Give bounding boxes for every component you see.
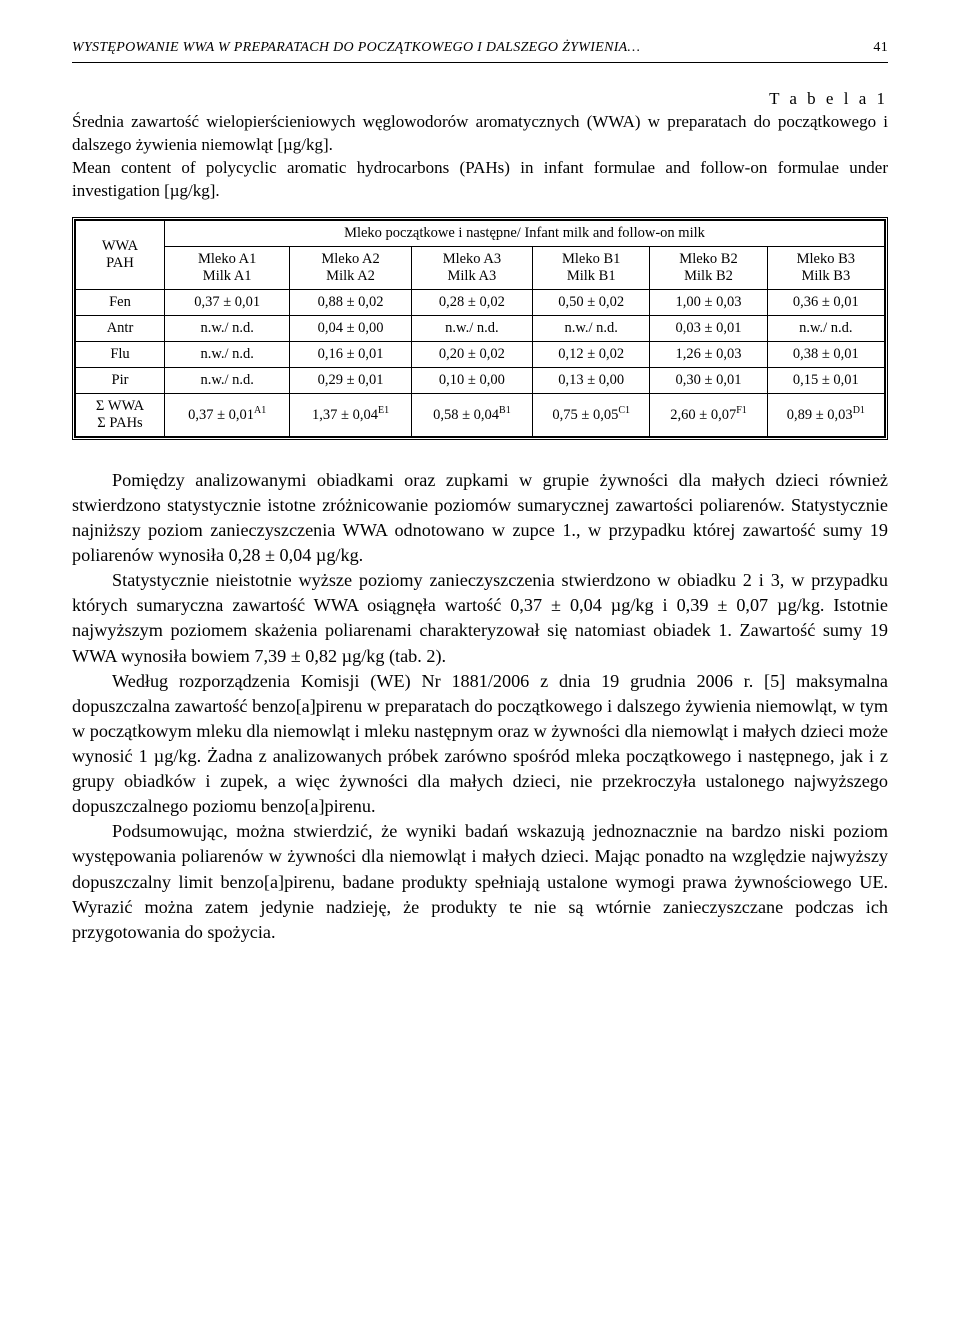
body-text: Pomiędzy analizowanymi obiadkami oraz zu… [72, 468, 888, 945]
col-en: Milk B3 [801, 268, 850, 284]
cell: 0,88 ± 0,02 [290, 289, 411, 315]
running-header: WYSTĘPOWANIE WWA W PREPARATACH DO POCZĄT… [72, 40, 888, 63]
caption-pl: Średnia zawartość wielopierścieniowych w… [72, 112, 888, 154]
cell: n.w./ n.d. [767, 315, 884, 341]
cell: n.w./ n.d. [411, 315, 532, 341]
cell: 0,13 ± 0,00 [533, 367, 650, 393]
col-en: Milk A3 [448, 268, 497, 284]
row-name: Pir [76, 367, 165, 393]
cell-sup: E1 [378, 405, 389, 416]
cell: 0,37 ± 0,01A1 [164, 393, 289, 436]
col-pl: Mleko A3 [443, 251, 501, 267]
row-name: Flu [76, 341, 165, 367]
cell: 0,50 ± 0,02 [533, 289, 650, 315]
cell: 0,36 ± 0,01 [767, 289, 884, 315]
cell-sup: D1 [853, 405, 865, 416]
cell-val: 0,89 ± 0,03 [787, 407, 853, 423]
col-en: Milk A2 [326, 268, 375, 284]
col-pl: Mleko B3 [797, 251, 855, 267]
col-pl: Mleko B1 [562, 251, 620, 267]
cell-sup: B1 [499, 405, 511, 416]
cell-sup: F1 [736, 405, 747, 416]
cell-val: 0,75 ± 0,05 [552, 407, 618, 423]
cell: n.w./ n.d. [164, 315, 289, 341]
row-name: Antr [76, 315, 165, 341]
sum-en: Σ PAHs [97, 415, 142, 431]
cell: 0,12 ± 0,02 [533, 341, 650, 367]
table-row-sum: Σ WWA Σ PAHs 0,37 ± 0,01A1 1,37 ± 0,04E1… [76, 393, 885, 436]
col-pl: Mleko B2 [679, 251, 737, 267]
table-row: Mleko A1 Milk A1 Mleko A2 Milk A2 Mleko … [76, 246, 885, 289]
table-head: WWA PAH Mleko początkowe i następne/ Inf… [76, 220, 885, 289]
sum-pl: Σ WWA [96, 398, 144, 414]
table-body: Fen 0,37 ± 0,01 0,88 ± 0,02 0,28 ± 0,02 … [76, 289, 885, 436]
page-number: 41 [863, 40, 888, 56]
cell: n.w./ n.d. [533, 315, 650, 341]
col-header: Mleko B2 Milk B2 [650, 246, 767, 289]
col-en: Milk A1 [203, 268, 252, 284]
cell-val: 0,37 ± 0,01 [188, 407, 254, 423]
table-row: Fen 0,37 ± 0,01 0,88 ± 0,02 0,28 ± 0,02 … [76, 289, 885, 315]
col-header: Mleko A3 Milk A3 [411, 246, 532, 289]
col-en: Milk B2 [684, 268, 733, 284]
table-label: T a b e l a 1 [72, 89, 888, 109]
cell-sup: A1 [254, 405, 266, 416]
cell: 0,28 ± 0,02 [411, 289, 532, 315]
table-caption: Średnia zawartość wielopierścieniowych w… [72, 111, 888, 203]
cell: 0,03 ± 0,01 [650, 315, 767, 341]
paragraph: Pomiędzy analizowanymi obiadkami oraz zu… [72, 468, 888, 568]
cell: 0,75 ± 0,05C1 [533, 393, 650, 436]
col-pl: Mleko A1 [198, 251, 256, 267]
cell: 0,89 ± 0,03D1 [767, 393, 884, 436]
caption-en: Mean content of polycyclic aromatic hydr… [72, 158, 888, 200]
paragraph: Podsumowując, można stwierdzić, że wynik… [72, 819, 888, 945]
row-name: Fen [76, 289, 165, 315]
spanning-header: Mleko początkowe i następne/ Infant milk… [164, 220, 884, 246]
cell: 1,00 ± 0,03 [650, 289, 767, 315]
corner-en: PAH [106, 255, 134, 271]
cell: 0,16 ± 0,01 [290, 341, 411, 367]
col-pl: Mleko A2 [321, 251, 379, 267]
page: WYSTĘPOWANIE WWA W PREPARATACH DO POCZĄT… [0, 0, 960, 1005]
cell: n.w./ n.d. [164, 367, 289, 393]
cell: 0,15 ± 0,01 [767, 367, 884, 393]
col-header: Mleko B3 Milk B3 [767, 246, 884, 289]
cell: 1,26 ± 0,03 [650, 341, 767, 367]
cell-sup: C1 [618, 405, 630, 416]
cell: 0,38 ± 0,01 [767, 341, 884, 367]
col-en: Milk B1 [567, 268, 616, 284]
data-table: WWA PAH Mleko początkowe i następne/ Inf… [75, 220, 885, 437]
cell-val: 2,60 ± 0,07 [670, 407, 736, 423]
running-title: WYSTĘPOWANIE WWA W PREPARATACH DO POCZĄT… [72, 40, 863, 56]
cell: 0,37 ± 0,01 [164, 289, 289, 315]
paragraph: Statystycznie nieistotnie wyższe poziomy… [72, 568, 888, 668]
table-row: Pir n.w./ n.d. 0,29 ± 0,01 0,10 ± 0,00 0… [76, 367, 885, 393]
cell: 2,60 ± 0,07F1 [650, 393, 767, 436]
cell-val: 1,37 ± 0,04 [312, 407, 378, 423]
col-header: Mleko A1 Milk A1 [164, 246, 289, 289]
paragraph: Według rozporządzenia Komisji (WE) Nr 18… [72, 669, 888, 820]
cell: 0,04 ± 0,00 [290, 315, 411, 341]
cell-val: 0,58 ± 0,04 [433, 407, 499, 423]
corner-pl: WWA [102, 238, 138, 254]
cell: 0,30 ± 0,01 [650, 367, 767, 393]
cell: 0,29 ± 0,01 [290, 367, 411, 393]
table-row: WWA PAH Mleko początkowe i następne/ Inf… [76, 220, 885, 246]
table-wrapper: WWA PAH Mleko początkowe i następne/ Inf… [72, 217, 888, 440]
col-header: Mleko B1 Milk B1 [533, 246, 650, 289]
cell: 0,58 ± 0,04B1 [411, 393, 532, 436]
table-row: Antr n.w./ n.d. 0,04 ± 0,00 n.w./ n.d. n… [76, 315, 885, 341]
col-header: Mleko A2 Milk A2 [290, 246, 411, 289]
corner-header: WWA PAH [76, 220, 165, 289]
cell: 0,20 ± 0,02 [411, 341, 532, 367]
cell: n.w./ n.d. [164, 341, 289, 367]
cell: 1,37 ± 0,04E1 [290, 393, 411, 436]
cell: 0,10 ± 0,00 [411, 367, 532, 393]
row-name-sum: Σ WWA Σ PAHs [76, 393, 165, 436]
table-row: Flu n.w./ n.d. 0,16 ± 0,01 0,20 ± 0,02 0… [76, 341, 885, 367]
